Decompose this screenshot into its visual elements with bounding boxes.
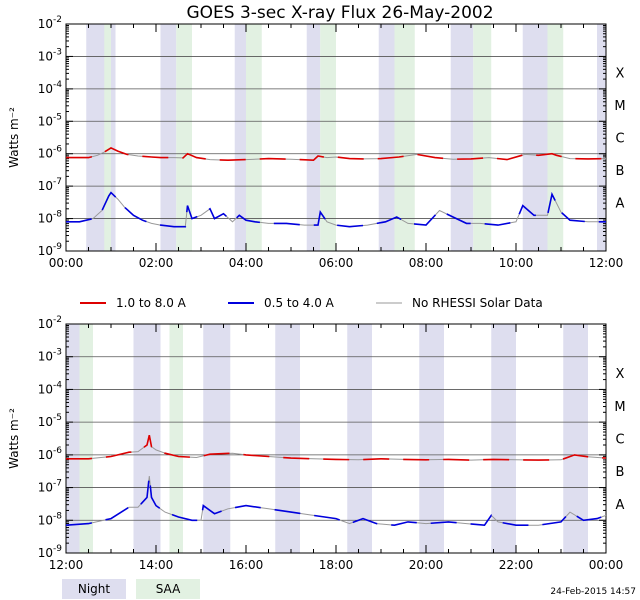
saa-band <box>394 24 415 251</box>
y-tick-label: 10-2 <box>38 315 62 331</box>
flare-class-label: X <box>616 67 625 82</box>
legend-label-gray: No RHESSI Solar Data <box>412 296 543 310</box>
night-band <box>133 324 161 553</box>
x-tick-label: 10:00 <box>499 256 534 270</box>
night-band <box>234 24 246 251</box>
flare-class-label: X <box>616 367 625 382</box>
x-tick-label: 20:00 <box>409 558 444 572</box>
saa-band <box>547 24 564 251</box>
x-tick-label: 00:00 <box>49 256 84 270</box>
series-line-long <box>66 146 607 162</box>
night-band <box>563 324 588 553</box>
night-band <box>347 324 372 553</box>
saa-band <box>320 24 336 251</box>
x-tick-label: 12:00 <box>49 558 84 572</box>
night-band <box>306 24 321 251</box>
flare-class-label: M <box>614 400 625 415</box>
y-tick-label: 10-9 <box>38 544 63 560</box>
saa-band <box>169 324 183 553</box>
saa-band <box>473 24 492 251</box>
flare-class-label: C <box>615 132 624 147</box>
x-tick-label: 22:00 <box>499 558 534 572</box>
x-tick-label: 00:00 <box>589 558 624 572</box>
flare-class-label: B <box>616 164 625 179</box>
x-tick-label: 18:00 <box>319 558 354 572</box>
y-tick-label: 10-8 <box>38 511 63 527</box>
flare-class-label: C <box>615 433 624 448</box>
x-tick-label: 06:00 <box>319 256 354 270</box>
legend-label-short: 0.5 to 4.0 A <box>264 296 335 310</box>
saa-legend-box <box>136 579 200 599</box>
night-legend-box <box>62 579 126 599</box>
footer-timestamp: 24-Feb-2015 14:57 <box>550 587 636 597</box>
y-tick-label: 10-3 <box>38 47 62 63</box>
flare-class-label: A <box>616 498 625 513</box>
y-tick-label: 10-6 <box>38 145 63 161</box>
x-tick-label: 04:00 <box>229 256 264 270</box>
night-band <box>419 324 444 553</box>
flare-class-label: A <box>616 196 625 211</box>
y-axis-label: Watts m⁻² <box>7 408 21 469</box>
chart-title: GOES 3-sec X-ray Flux 26-May-2002 <box>186 3 493 23</box>
saa-legend-label: SAA <box>156 582 181 596</box>
y-tick-label: 10-4 <box>38 80 63 96</box>
x-tick-label: 14:00 <box>139 558 174 572</box>
legend-label-long: 1.0 to 8.0 A <box>116 296 187 310</box>
y-tick-label: 10-6 <box>38 446 63 462</box>
flare-class-label: B <box>616 465 625 480</box>
night-band <box>86 24 116 251</box>
y-tick-label: 10-9 <box>38 242 63 258</box>
x-tick-label: 16:00 <box>229 558 264 572</box>
saa-band <box>79 324 93 553</box>
night-band <box>66 324 80 553</box>
night-band <box>597 24 606 251</box>
y-tick-label: 10-3 <box>38 348 62 364</box>
y-tick-label: 10-8 <box>38 210 63 226</box>
x-tick-label: 08:00 <box>409 256 444 270</box>
shade-legend: Night SAA <box>62 579 200 599</box>
series-legend: 1.0 to 8.0 A 0.5 to 4.0 A No RHESSI Sola… <box>80 296 543 310</box>
night-band <box>275 324 300 553</box>
y-tick-label: 10-4 <box>38 380 63 396</box>
x-tick-label: 02:00 <box>139 256 174 270</box>
night-band <box>522 24 548 251</box>
night-band <box>450 24 474 251</box>
saa-band <box>104 24 111 251</box>
series-line-long <box>66 435 607 461</box>
night-band <box>203 324 231 553</box>
y-axis-label: Watts m⁻² <box>7 107 21 168</box>
y-tick-label: 10-5 <box>38 413 62 429</box>
flare-class-label: M <box>614 99 625 114</box>
night-band <box>160 24 177 251</box>
x-tick-label: 12:00 <box>589 256 624 270</box>
y-tick-label: 10-7 <box>38 177 62 193</box>
saa-band <box>246 24 262 251</box>
night-legend-label: Night <box>78 582 111 596</box>
series-line-short <box>66 191 606 228</box>
plot-panel-bottom: 10-9 10-8 10-7 10-6 10-5 10-4 10-3 10-2 A B C M X Wat… <box>7 315 626 572</box>
saa-band <box>176 24 192 251</box>
night-band <box>378 24 395 251</box>
y-tick-label: 10-2 <box>38 15 62 31</box>
y-tick-label: 10-5 <box>38 112 62 128</box>
plot-panel-top: 10-9 10-8 10-7 10-6 10-5 10-4 10-3 10-2 A B C M X Wat… <box>7 15 626 270</box>
night-band <box>491 324 516 553</box>
series-line-short <box>65 476 607 527</box>
y-tick-label: 10-7 <box>38 479 62 495</box>
